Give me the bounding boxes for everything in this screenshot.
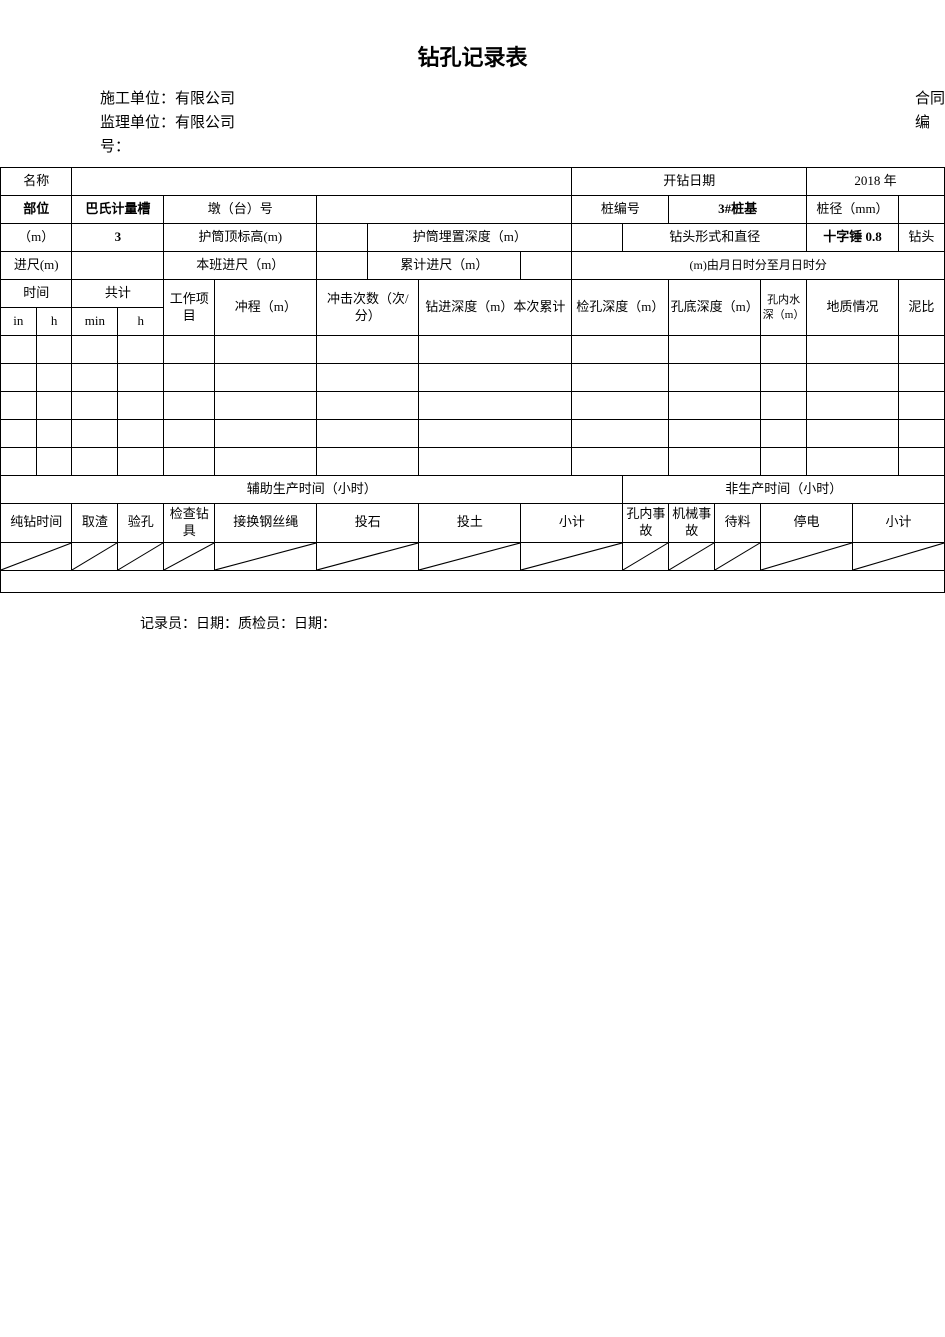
diag-cell <box>761 542 853 570</box>
r4-footage-label: 进尺(m) <box>1 252 72 280</box>
aux-throw-stone: 投石 <box>317 504 419 543</box>
document-title: 钻孔记录表 <box>0 40 945 72</box>
aux-power-off: 停电 <box>761 504 853 543</box>
r3-bit-type-value: 十字锤 0.8 <box>807 224 899 252</box>
data-row <box>1 364 945 392</box>
r3-bit-head: 钻头 <box>898 224 944 252</box>
r1-start-date-label: 开钻日期 <box>572 168 807 196</box>
r2-pile-no-label: 桩编号 <box>572 196 669 224</box>
r6-in: in <box>1 308 37 336</box>
data-row <box>1 392 945 420</box>
diag-cell <box>623 542 669 570</box>
r2-position-value: 巴氏计量槽 <box>72 196 164 224</box>
diag-cell <box>215 542 317 570</box>
contractor-value: 有限公司 <box>175 91 235 107</box>
r2-pile-no-value: 3#桩基 <box>669 196 807 224</box>
r5-geology: 地质情况 <box>807 280 899 336</box>
r3-m-value: 3 <box>72 224 164 252</box>
r5-work-item: 工作项目 <box>164 280 215 336</box>
r4-shift-footage-value <box>317 252 368 280</box>
r2-pile-diameter-label: 桩径（mm） <box>807 196 899 224</box>
aux-mech-accident: 机械事故 <box>669 504 715 543</box>
r3-casing-top-value <box>317 224 368 252</box>
contractor-label: 施工单位： <box>100 91 175 107</box>
number-label: 号： <box>100 139 130 155</box>
aux-slag: 取渣 <box>72 504 118 543</box>
r3-casing-top-label: 护筒顶标高(m) <box>164 224 317 252</box>
r5-bottom-depth: 孔底深度（m） <box>669 280 761 336</box>
diag-cell <box>715 542 761 570</box>
diag-cell <box>669 542 715 570</box>
r6-min: min <box>72 308 118 336</box>
r3-casing-depth-label: 护筒埋置深度（m） <box>368 224 572 252</box>
supervisor-label: 监理单位： <box>100 115 175 131</box>
r4-shift-footage-label: 本班进尺（m） <box>164 252 317 280</box>
diag-cell <box>852 542 944 570</box>
aux-time-title: 辅助生产时间（小时） <box>1 476 623 504</box>
r4-time-range: (m)由月日时分至月日时分 <box>572 252 945 280</box>
r5-water-depth: 孔内水深（m） <box>761 280 807 336</box>
r2-position-label: 部位 <box>1 196 72 224</box>
data-row <box>1 448 945 476</box>
aux-check-hole: 验孔 <box>118 504 164 543</box>
diag-cell <box>1 542 72 570</box>
diag-cell <box>317 542 419 570</box>
diag-cell <box>72 542 118 570</box>
r5-check-depth: 检孔深度（m） <box>572 280 669 336</box>
r3-m-label: （m） <box>1 224 72 252</box>
r2-pile-diameter-value <box>898 196 944 224</box>
r3-bit-type-label: 钻头形式和直径 <box>623 224 807 252</box>
r5-stroke: 冲程（m） <box>215 280 317 336</box>
r5-mud: 泥比 <box>898 280 944 336</box>
r1-start-date-value: 2018 年 <box>807 168 945 196</box>
r5-time-label: 时间 <box>1 280 72 308</box>
r4-total-footage-label: 累计进尺（m） <box>368 252 521 280</box>
aux-pure-drill: 纯钻时间 <box>1 504 72 543</box>
aux-wire-rope: 接换钢丝绳 <box>215 504 317 543</box>
r6-h1: h <box>36 308 72 336</box>
r2-pier-value <box>317 196 572 224</box>
r4-footage-value <box>72 252 164 280</box>
r1-name-label: 名称 <box>1 168 72 196</box>
data-row <box>1 420 945 448</box>
header-right-2: 编 <box>915 111 945 135</box>
supervisor-value: 有限公司 <box>175 115 235 131</box>
r3-casing-depth-value <box>572 224 623 252</box>
bottom-row <box>1 570 945 592</box>
r5-total-label: 共计 <box>72 280 164 308</box>
drilling-record-table: 名称 开钻日期 2018 年 部位 巴氏计量槽 墩（台）号 桩编号 3#桩基 桩… <box>0 167 945 593</box>
r5-impact-count: 冲击次数（次/分） <box>317 280 419 336</box>
diag-cell <box>419 542 521 570</box>
header-block: 施工单位：有限公司 监理单位：有限公司 号： 合同 编 <box>0 87 945 159</box>
r5-drill-depth: 钻进深度（m）本次累计 <box>419 280 572 336</box>
aux-check-tool: 检查钻具 <box>164 504 215 543</box>
diag-cell <box>118 542 164 570</box>
r6-h2: h <box>118 308 164 336</box>
r4-total-footage-value <box>521 252 572 280</box>
r2-pier-label: 墩（台）号 <box>164 196 317 224</box>
data-row <box>1 336 945 364</box>
aux-throw-soil: 投土 <box>419 504 521 543</box>
aux-subtotal1: 小计 <box>521 504 623 543</box>
footer-signatures: 记录员：日期：质检员：日期： <box>0 593 945 633</box>
aux-hole-accident: 孔内事故 <box>623 504 669 543</box>
aux-subtotal2: 小计 <box>852 504 944 543</box>
nonprod-time-title: 非生产时间（小时） <box>623 476 945 504</box>
diag-cell <box>521 542 623 570</box>
diag-cell <box>164 542 215 570</box>
aux-wait-material: 待料 <box>715 504 761 543</box>
r1-name-value <box>72 168 572 196</box>
header-right-1: 合同 <box>915 87 945 111</box>
